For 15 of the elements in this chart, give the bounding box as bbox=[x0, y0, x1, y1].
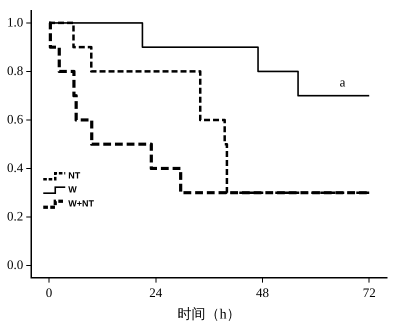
y-tick-label: 0.2 bbox=[7, 208, 24, 224]
x-tick-label: 24 bbox=[149, 284, 163, 300]
x-tick-label: 72 bbox=[362, 284, 376, 300]
legend-label: NT bbox=[68, 170, 81, 181]
annotation: a bbox=[340, 74, 346, 90]
y-tick-label: 0.4 bbox=[7, 160, 24, 175]
x-tick-label: 48 bbox=[256, 284, 269, 300]
x-axis-title: 时间（h） bbox=[178, 306, 241, 322]
y-tick-label: 1.0 bbox=[7, 14, 24, 30]
y-tick-label: 0.0 bbox=[7, 256, 24, 272]
y-tick-label: 0.8 bbox=[7, 62, 24, 78]
y-tick-label: 0.6 bbox=[7, 111, 24, 126]
legend-label: W bbox=[68, 184, 78, 195]
x-tick-label: 0 bbox=[46, 284, 52, 300]
legend-label: W+NT bbox=[68, 198, 94, 209]
